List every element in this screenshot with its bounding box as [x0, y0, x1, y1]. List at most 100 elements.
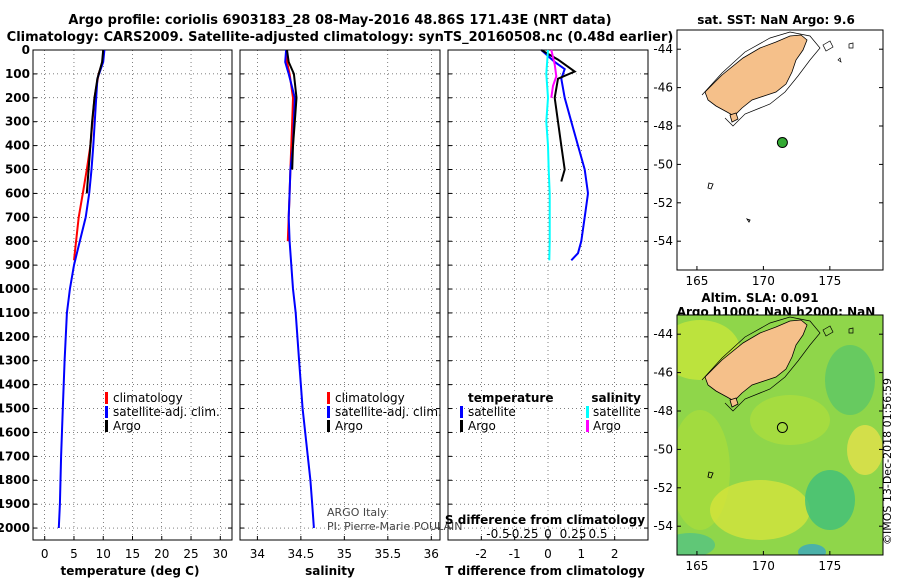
series-line-t-satellite [540, 49, 590, 261]
difference-x-ticks: -2 -1 0 1 2 [475, 536, 618, 561]
south-island-land [704, 319, 808, 402]
sst-map-title: sat. SST: NaN Argo: 9.6 [697, 13, 855, 27]
depth-tick-label: 1300 [0, 354, 30, 368]
series-line-argo [85, 49, 105, 194]
legend-label-climatology: climatology [335, 391, 405, 405]
x-tick-label: 0 [41, 547, 49, 561]
annotation-argo-italy: ARGO Italy [327, 506, 387, 519]
x-tick-label: 20 [154, 547, 169, 561]
depth-tick-label: 1000 [0, 282, 30, 296]
legend-marker-argo [105, 420, 108, 432]
sla-patch [798, 544, 826, 555]
depth-tick-label: 1900 [0, 497, 30, 511]
grid-lines [33, 49, 648, 540]
map-lat-label: -48 [653, 119, 673, 133]
depth-tick-label: 2000 [0, 521, 30, 535]
depth-axis: 0 100 200 300 400 500 600 700 800 900 1000 1100 1200… [0, 43, 30, 535]
island-chatham-a [822, 325, 834, 337]
depth-tick-label: 1200 [0, 330, 30, 344]
series-line-argo [286, 49, 298, 170]
sla-patch [750, 395, 830, 445]
stewart-island [729, 112, 739, 123]
x-tick-label: 35 [337, 547, 352, 561]
series-line-t-argo [540, 49, 577, 182]
x-tick-label: -2 [475, 547, 487, 561]
depth-tick-label: 400 [5, 139, 30, 153]
series-line-satellite-adj-clim- [284, 49, 315, 529]
top-x-tick-label: 0 [544, 527, 552, 541]
temperature-x-label: temperature (deg C) [61, 564, 200, 578]
difference-x-label: T difference from climatology [445, 564, 645, 578]
depth-tick-label: 1600 [0, 425, 30, 439]
depth-tick-label: 700 [5, 210, 30, 224]
map-lon-label: 170 [752, 274, 775, 288]
depth-tick-label: 200 [5, 91, 30, 105]
imos-credit-label: ©IMOS 13-Dec-2018 01:56:59 [881, 378, 894, 545]
x-tick-label: 36 [424, 547, 439, 561]
island-chatham-b [848, 327, 854, 334]
x-tick-label: 1 [578, 547, 586, 561]
bathymetry-contour [701, 31, 821, 127]
x-tick-label: 25 [183, 547, 198, 561]
depth-tick-label: 300 [5, 115, 30, 129]
depth-tick-label: 900 [5, 258, 30, 272]
x-tick-label: 34 [250, 547, 265, 561]
legend-header-temperature: temperature [468, 391, 553, 405]
sla-map-title-line1: Altim. SLA: 0.091 [701, 291, 818, 305]
depth-tick-label: 1100 [0, 306, 30, 320]
top-x-tick-label: 0.5 [588, 527, 607, 541]
island-auckland [707, 471, 714, 479]
legend-marker-satellite [105, 406, 108, 418]
depth-tick-label: 600 [5, 186, 30, 200]
difference-top-x-label: S difference from climatology [445, 513, 645, 527]
map-lat-label: -54 [653, 234, 673, 248]
legend-label-argo: Argo [113, 419, 141, 433]
temperature-x-ticks: 0 5 10 15 20 25 30 [41, 536, 228, 561]
figure-title-line2: Climatology: CARS2009. Satellite-adjuste… [7, 30, 674, 45]
legend-label-satellite: satellite-adj. clim. [335, 405, 442, 419]
legend-label-t-argo: Argo [468, 419, 496, 433]
x-tick-label: 30 [213, 547, 228, 561]
salinity-plot-frame [239, 49, 441, 541]
map-lat-label: -44 [653, 327, 673, 341]
map-lat-label: -46 [653, 81, 673, 95]
legend-label-satellite: satellite-adj. clim. [113, 405, 220, 419]
x-tick-label: 0 [544, 547, 552, 561]
sla-patch [677, 533, 715, 555]
series-line-satellite-adj-clim- [57, 49, 106, 529]
map-lon-label: 175 [818, 274, 841, 288]
figure-title-line1: Argo profile: coriolis 6903183_28 08-May… [68, 13, 611, 28]
sla-patch [805, 470, 855, 530]
depth-tick-label: 1700 [0, 449, 30, 463]
temperature-legend: climatology satellite-adj. clim. Argo [105, 391, 220, 433]
south-island-land [704, 34, 808, 117]
legend-label-s-satellite: satellite [593, 405, 641, 419]
stewart-island [729, 397, 739, 408]
island-chatham-c [837, 57, 842, 63]
depth-tick-label: 1500 [0, 402, 30, 416]
x-tick-label: 15 [125, 547, 140, 561]
sst-map-frame [676, 29, 884, 271]
island-campbell [745, 218, 751, 223]
series-line-climatology [73, 49, 105, 261]
depth-tick-label: 500 [5, 163, 30, 177]
map-lat-label: -52 [653, 481, 673, 495]
x-tick-label: 34.5 [288, 547, 315, 561]
legend-marker-argo [327, 420, 330, 432]
map-lon-label: 165 [685, 559, 708, 573]
sla-heatmap [677, 316, 883, 555]
depth-tick-label: 0 [22, 43, 30, 57]
sst-map-ticks: 165 170 175 -44 -46 -48 -50 -52 -54 [653, 42, 883, 288]
difference-legend: temperature satellite Argo salinity sate… [460, 391, 641, 433]
legend-marker-satellite [327, 406, 330, 418]
legend-marker-t-satellite [460, 406, 463, 418]
x-tick-label: 10 [96, 547, 111, 561]
sla-patch [710, 480, 810, 540]
top-x-tick-label: 0.25 [560, 527, 587, 541]
sla-patch [847, 425, 883, 475]
series-line-s-satellite [545, 49, 551, 261]
sst-argo-marker [776, 137, 788, 149]
map-lon-label: 170 [752, 559, 775, 573]
salinity-series [284, 49, 315, 529]
legend-label-climatology: climatology [113, 391, 183, 405]
